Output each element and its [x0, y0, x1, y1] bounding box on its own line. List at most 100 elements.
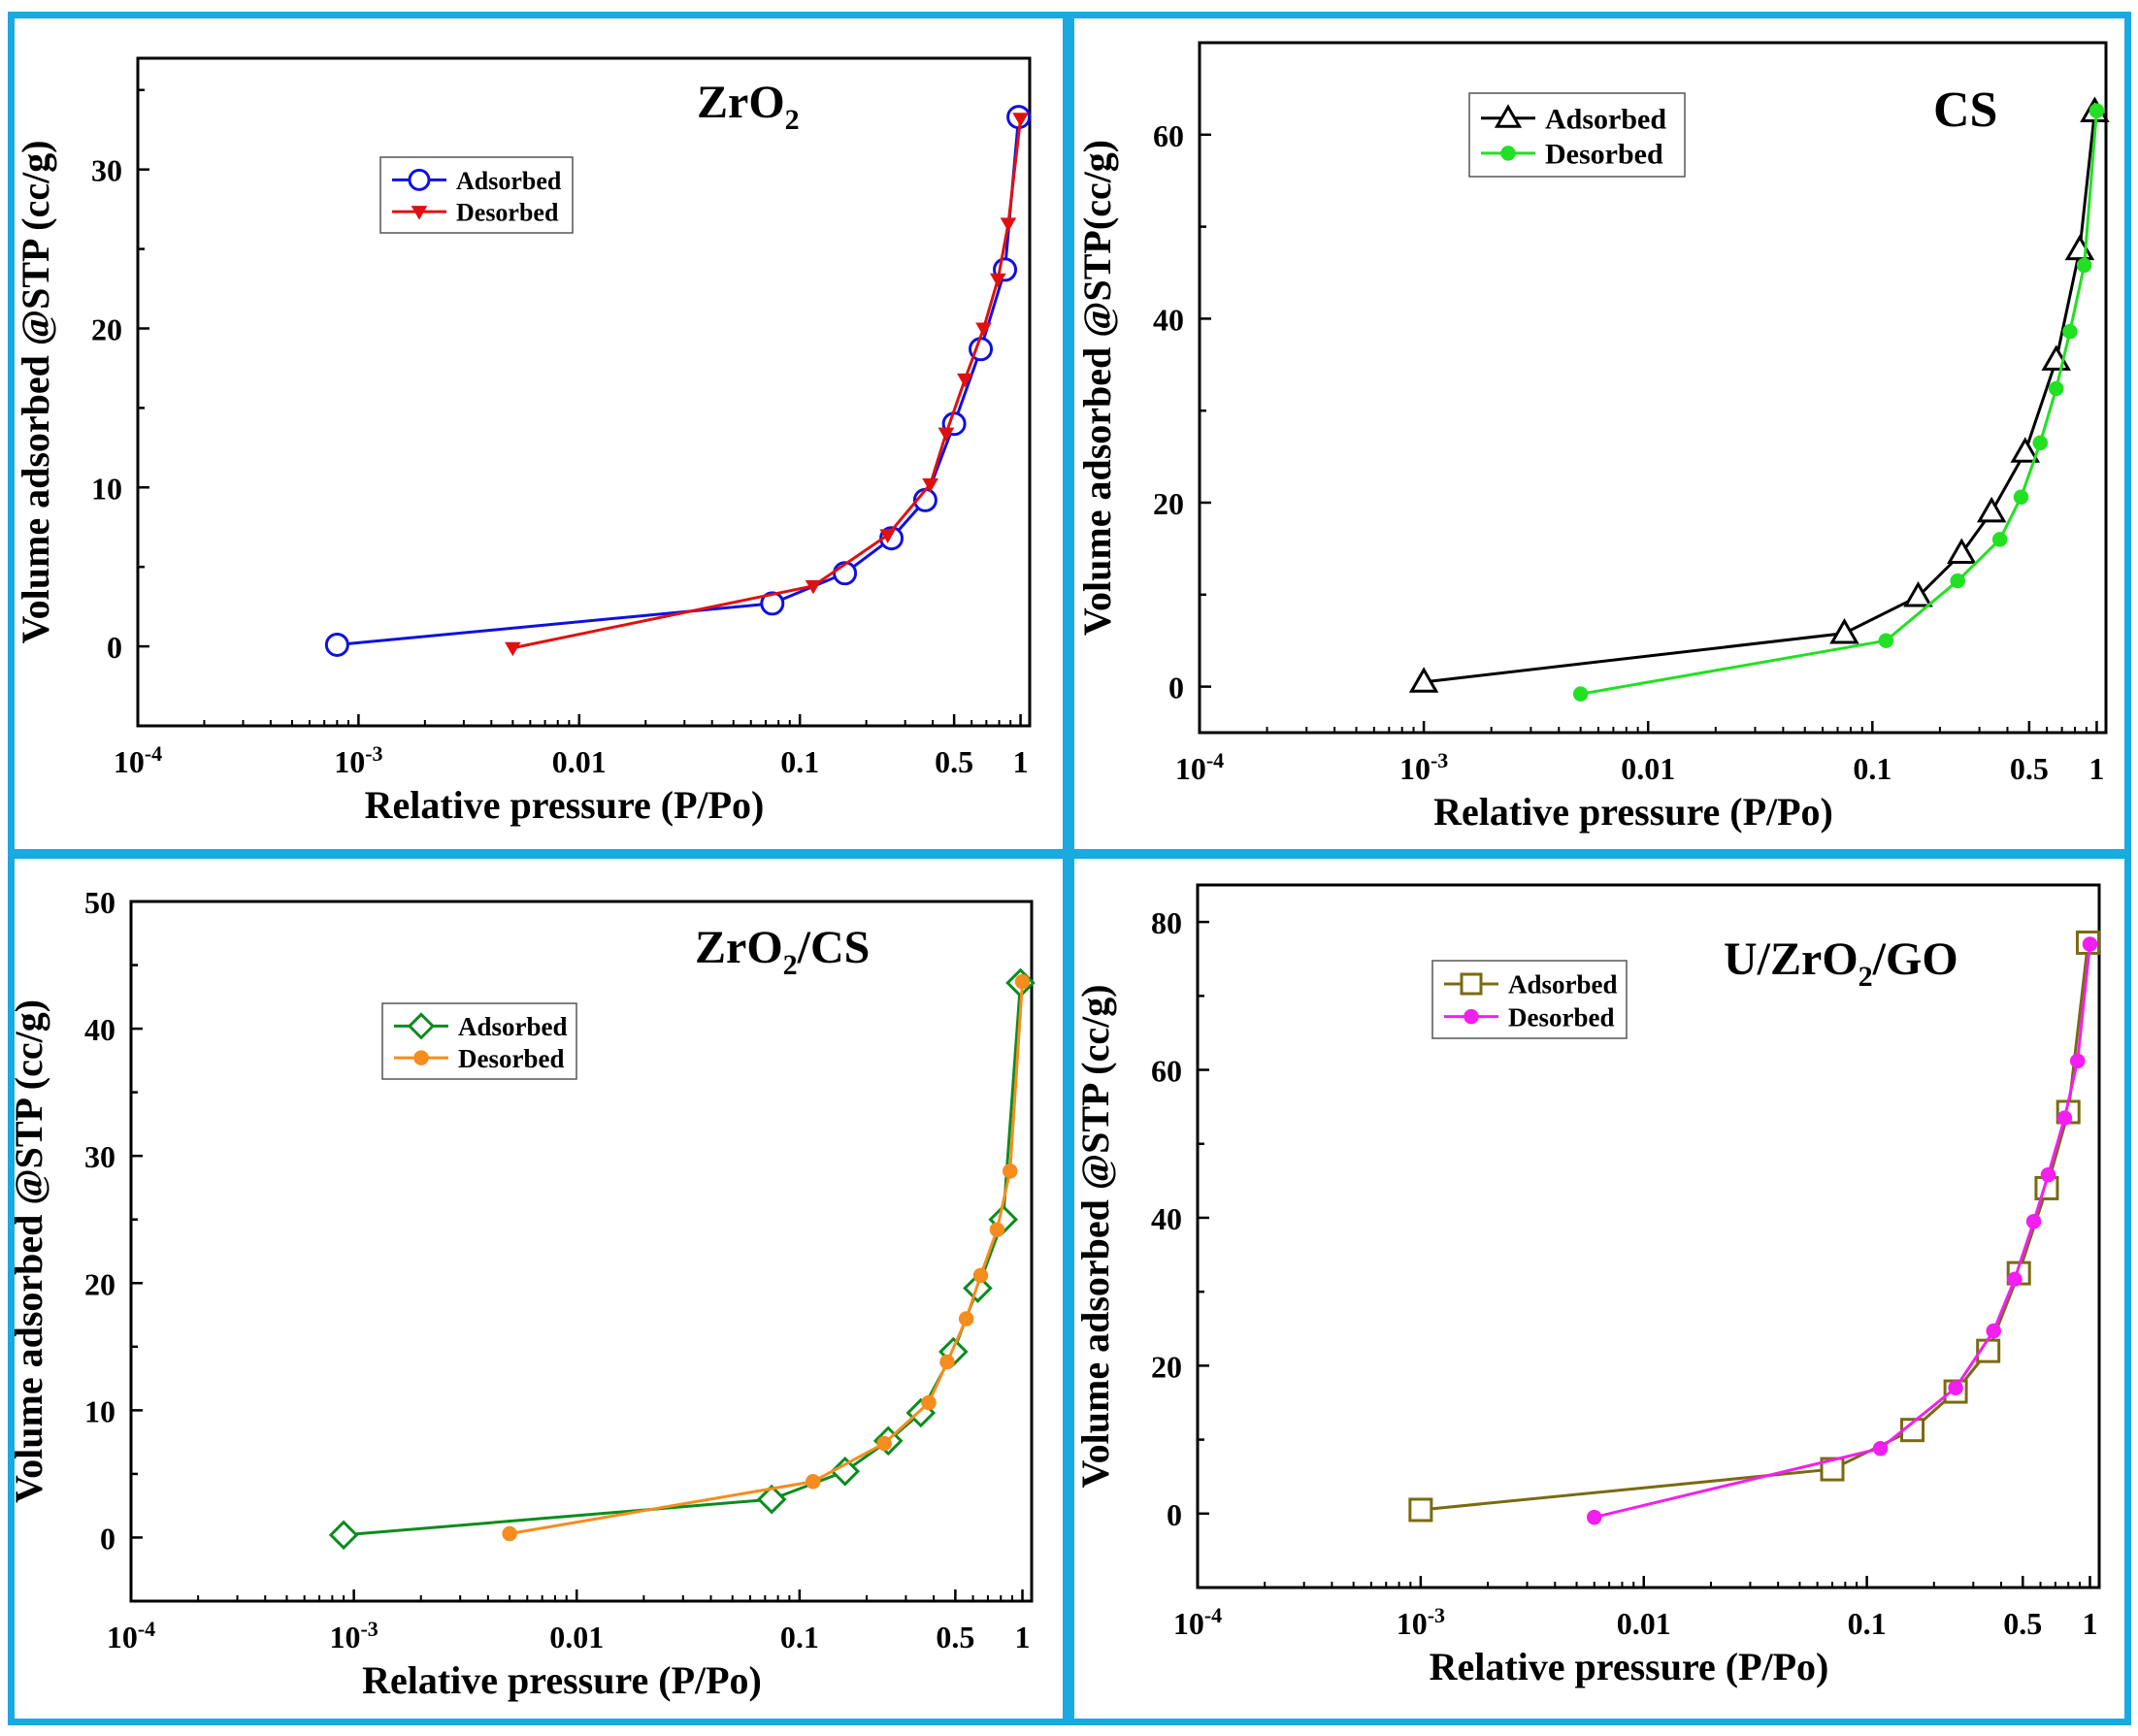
legend-label: Adsorbed: [458, 1012, 568, 1041]
y-tick-label: 80: [1151, 905, 1182, 940]
x-tick-label: 10-3: [1399, 748, 1448, 786]
data-point-desorbed: [975, 322, 992, 337]
data-point-desorbed: [502, 1525, 517, 1542]
axes-frame: [136, 56, 1032, 728]
y-tick-label: 20: [91, 311, 122, 346]
data-point-desorbed: [2013, 489, 2029, 506]
y-tick-label: 50: [84, 885, 115, 920]
data-point-desorbed: [1991, 532, 2008, 547]
y-tick-label: 40: [1153, 302, 1184, 337]
legend-marker: [1464, 1008, 1479, 1025]
data-point-desorbed: [922, 478, 938, 493]
x-tick-label: 1: [2082, 1606, 2097, 1641]
x-tick-label: 10-4: [114, 741, 162, 779]
x-axis-label: Relative pressure (P/Po): [1430, 1645, 1829, 1688]
x-tick-label: 0.5: [935, 744, 973, 779]
axes-frame: [129, 900, 1034, 1603]
data-point-desorbed: [2082, 936, 2098, 952]
y-tick-label: 20: [1153, 486, 1184, 521]
data-point-desorbed: [2025, 1214, 2042, 1229]
x-tick-label: 0.01: [549, 1620, 604, 1654]
x-tick-label: 10-3: [329, 1617, 378, 1654]
legend-label: Desorbed: [1545, 139, 1663, 171]
x-tick-label: 0.5: [2010, 751, 2049, 786]
data-point-desorbed: [989, 1222, 1005, 1237]
data-point-adsorbed: [1829, 617, 1859, 644]
x-tick-label: 1: [2089, 751, 2104, 786]
data-point-desorbed: [1012, 113, 1029, 127]
y-tick-label: 20: [84, 1266, 115, 1301]
data-point-desorbed: [1572, 686, 1589, 702]
data-point-adsorbed: [1976, 496, 2007, 523]
legend-label: Adsorbed: [456, 167, 562, 195]
data-point-desorbed: [879, 529, 896, 543]
chart-title: ZrO2/CS: [695, 922, 870, 981]
data-point-desorbed: [876, 1435, 892, 1452]
y-axis-label: Volume adsorbed @STP(cc/g): [1075, 140, 1119, 636]
data-point-desorbed: [2007, 1271, 2023, 1287]
legend-label: Desorbed: [456, 199, 559, 227]
y-tick-label: 30: [84, 1139, 115, 1174]
series-line-desorbed: [512, 118, 1023, 650]
data-point-adsorbed: [324, 632, 349, 657]
y-axis-label: Volume adsorbed @STP (cc/g): [1073, 984, 1117, 1488]
data-point-desorbed: [2048, 380, 2064, 397]
y-axis-label: Volume adsorbed @STP (cc/g): [14, 140, 57, 643]
series-line-desorbed: [1594, 943, 2091, 1520]
y-tick-label: 0: [1168, 671, 1184, 705]
y-tick-label: 20: [1151, 1349, 1182, 1384]
legend-marker: [413, 1050, 429, 1065]
data-point-desorbed: [939, 1354, 955, 1370]
data-point-adsorbed: [756, 1484, 787, 1515]
y-tick-label: 0: [1167, 1497, 1182, 1532]
x-tick-label: 0.1: [1848, 1606, 1887, 1641]
data-point-adsorbed: [830, 1456, 861, 1487]
x-axis-label: Relative pressure (P/Po): [1433, 790, 1833, 834]
y-tick-label: 30: [91, 153, 122, 188]
chart-title: CS: [1933, 82, 1997, 138]
data-point-desorbed: [990, 273, 1006, 288]
x-tick-label: 0.01: [552, 744, 607, 779]
data-point-adsorbed: [1408, 667, 1439, 693]
legend-box: [379, 156, 574, 234]
data-point-desorbed: [921, 1394, 937, 1411]
x-tick-label: 0.01: [1621, 751, 1675, 786]
x-tick-label: 0.5: [936, 1620, 974, 1654]
x-tick-label: 10-4: [107, 1617, 155, 1654]
legend-label: Adsorbed: [1508, 970, 1618, 999]
legend-marker: [411, 206, 428, 220]
x-tick-label: 10-4: [1175, 748, 1224, 786]
series-line-desorbed: [1580, 111, 2098, 696]
chart-title: U/ZrO2/GO: [1724, 934, 1958, 993]
panel-frame-zro2: [8, 12, 1069, 856]
data-point-desorbed: [1950, 573, 1965, 589]
y-tick-label: 40: [1151, 1201, 1182, 1236]
legend-box: [381, 1002, 577, 1080]
data-point-desorbed: [937, 427, 955, 442]
data-point-adsorbed: [2010, 437, 2041, 463]
legend-marker: [1494, 104, 1523, 128]
y-axis-label: Volume adsorbed @STP (cc/g): [7, 999, 50, 1503]
x-tick-label: 0.1: [780, 1620, 819, 1654]
axes-frame: [1196, 883, 2101, 1589]
data-point-desorbed: [2062, 323, 2078, 340]
data-point-adsorbed: [328, 1520, 359, 1551]
legend-label: Adsorbed: [1545, 104, 1666, 136]
data-point-desorbed: [1000, 217, 1017, 232]
legend-label: Desorbed: [458, 1044, 565, 1073]
plot-area: 0 10 20 30 10-4 10-3 0.01 0.1 0.5 1 Relative press…: [14, 56, 1032, 827]
data-point-desorbed: [806, 1474, 821, 1490]
data-point-desorbed: [1948, 1380, 1963, 1395]
x-tick-label: 1: [1014, 1620, 1030, 1654]
data-point-desorbed: [1586, 1509, 1602, 1525]
y-tick-label: 60: [1153, 118, 1184, 153]
y-tick-label: 10: [84, 1393, 115, 1428]
data-point-adsorbed: [1820, 1457, 1845, 1482]
x-tick-label: 0.1: [780, 744, 819, 779]
x-tick-label: 0.5: [2003, 1606, 2042, 1641]
legend-box: [1468, 92, 1686, 178]
